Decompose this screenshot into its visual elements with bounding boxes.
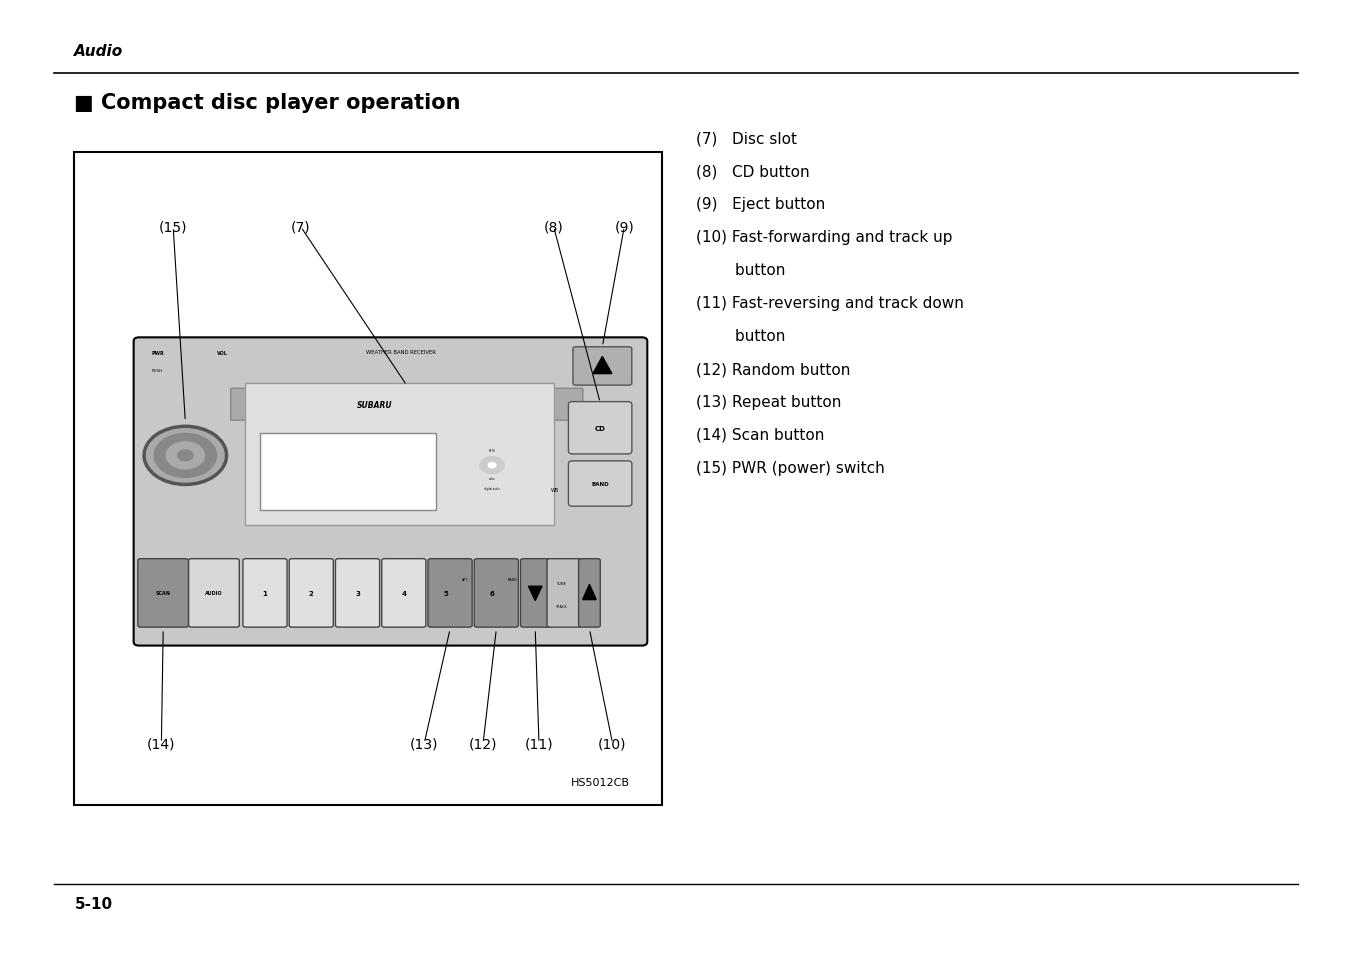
Text: ■ Compact disc player operation: ■ Compact disc player operation	[74, 92, 461, 112]
Text: 4: 4	[402, 590, 407, 597]
Text: (7): (7)	[291, 220, 311, 234]
Text: (13): (13)	[410, 737, 438, 750]
Text: (12): (12)	[469, 737, 498, 750]
Text: (11): (11)	[525, 737, 553, 750]
Text: SUBARU: SUBARU	[357, 401, 392, 410]
FancyBboxPatch shape	[548, 559, 581, 627]
Text: (9): (9)	[614, 220, 634, 234]
FancyBboxPatch shape	[134, 338, 648, 646]
FancyBboxPatch shape	[381, 559, 426, 627]
Text: button: button	[696, 263, 786, 278]
FancyBboxPatch shape	[568, 461, 631, 507]
Text: (8): (8)	[544, 220, 564, 234]
Text: button: button	[696, 329, 786, 344]
Text: TUNE: TUNE	[556, 581, 565, 585]
FancyBboxPatch shape	[568, 402, 631, 455]
Text: 3: 3	[356, 590, 360, 597]
Text: (9)   Eject button: (9) Eject button	[696, 197, 826, 213]
Text: (10): (10)	[598, 737, 627, 750]
Text: 5-10: 5-10	[74, 896, 112, 911]
Text: HS5012CB: HS5012CB	[571, 777, 630, 787]
Text: VOL: VOL	[216, 351, 228, 355]
FancyBboxPatch shape	[579, 559, 600, 627]
FancyBboxPatch shape	[475, 559, 518, 627]
Polygon shape	[594, 357, 612, 375]
FancyBboxPatch shape	[74, 152, 662, 805]
Polygon shape	[529, 587, 542, 601]
Text: 2: 2	[308, 590, 314, 597]
Text: (8)   CD button: (8) CD button	[696, 164, 810, 179]
FancyBboxPatch shape	[138, 559, 188, 627]
FancyBboxPatch shape	[243, 559, 287, 627]
Text: CD: CD	[595, 425, 606, 432]
FancyBboxPatch shape	[189, 559, 239, 627]
Circle shape	[488, 463, 496, 469]
Text: P176: P176	[488, 449, 495, 453]
FancyBboxPatch shape	[521, 559, 550, 627]
Text: BAND: BAND	[508, 578, 518, 581]
Text: (7)   Disc slot: (7) Disc slot	[696, 132, 798, 147]
Text: (15): (15)	[160, 220, 188, 234]
Text: (10) Fast-forwarding and track up: (10) Fast-forwarding and track up	[696, 231, 953, 245]
Text: PWR: PWR	[151, 351, 165, 355]
Text: AUDIO: AUDIO	[206, 591, 223, 596]
Text: BAND: BAND	[591, 482, 608, 487]
Text: digital audio: digital audio	[484, 486, 500, 490]
Text: 6: 6	[489, 590, 493, 597]
Text: disc: disc	[488, 476, 496, 480]
Text: APT: APT	[461, 578, 468, 581]
Text: WEATHER BAND RECEIVER: WEATHER BAND RECEIVER	[365, 350, 435, 355]
Text: (15) PWR (power) switch: (15) PWR (power) switch	[696, 460, 886, 476]
FancyBboxPatch shape	[245, 384, 554, 525]
Circle shape	[480, 457, 504, 475]
Text: (14) Scan button: (14) Scan button	[696, 427, 825, 442]
Text: (13) Repeat button: (13) Repeat button	[696, 395, 842, 410]
Circle shape	[145, 427, 227, 485]
Text: SCAN: SCAN	[155, 591, 170, 596]
Circle shape	[166, 442, 204, 470]
FancyBboxPatch shape	[429, 559, 472, 627]
Text: (14): (14)	[147, 737, 176, 750]
Text: 1: 1	[262, 590, 268, 597]
Text: PUSH: PUSH	[151, 369, 162, 373]
Circle shape	[154, 434, 216, 477]
FancyBboxPatch shape	[289, 559, 334, 627]
FancyBboxPatch shape	[260, 434, 437, 511]
FancyBboxPatch shape	[335, 559, 380, 627]
Text: WB: WB	[550, 488, 558, 493]
Circle shape	[177, 451, 193, 461]
Text: Audio: Audio	[74, 44, 123, 59]
Text: (11) Fast-reversing and track down: (11) Fast-reversing and track down	[696, 295, 964, 311]
FancyBboxPatch shape	[231, 389, 583, 421]
Text: 5: 5	[443, 590, 448, 597]
Polygon shape	[583, 585, 596, 600]
Text: (12) Random button: (12) Random button	[696, 361, 850, 376]
Text: TRACK: TRACK	[554, 604, 566, 608]
FancyBboxPatch shape	[573, 348, 631, 386]
